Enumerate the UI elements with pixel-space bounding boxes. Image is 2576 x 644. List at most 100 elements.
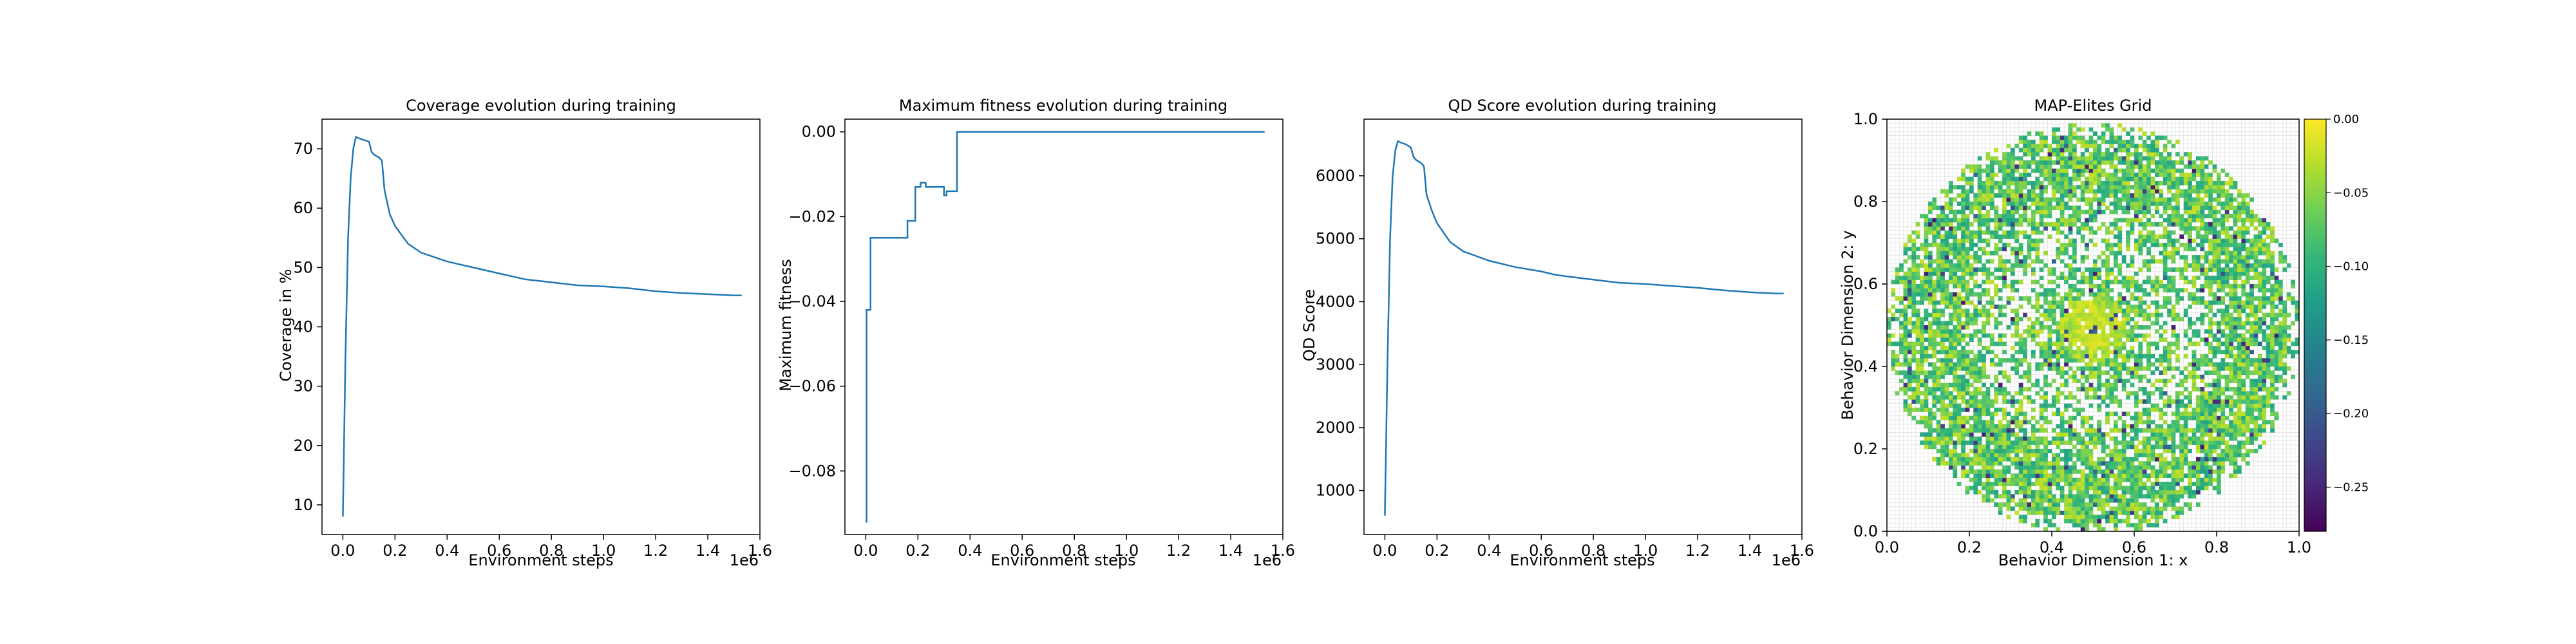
heatmap-cell: [2188, 391, 2192, 396]
heatmap-cell: [2027, 477, 2032, 482]
heatmap-cell: [2208, 193, 2213, 198]
heatmap-cell: [2150, 436, 2155, 441]
heatmap-cell: [2114, 362, 2118, 367]
heatmap-cell: [2014, 255, 2020, 260]
heatmap-cell: [2043, 511, 2048, 515]
heatmap-cell: [2142, 420, 2147, 424]
heatmap-cell: [2121, 436, 2126, 441]
heatmap-cell: [2080, 234, 2085, 239]
heatmap-cell: [1956, 238, 1962, 243]
heatmap-cell: [2023, 296, 2027, 301]
heatmap-cell: [2093, 366, 2098, 371]
heatmap-cell: [2221, 391, 2226, 396]
heatmap-cell: [2109, 350, 2114, 355]
heatmap-cell: [2159, 202, 2164, 206]
heatmap-cell: [2121, 312, 2126, 317]
heatmap-cell: [2060, 465, 2065, 470]
heatmap-cell: [2105, 305, 2110, 309]
heatmap-cell: [2171, 259, 2176, 264]
heatmap-cell: [2060, 276, 2065, 280]
y-tick-label: 1000: [1316, 482, 1355, 500]
heatmap-cell: [2097, 173, 2102, 177]
heatmap-cell: [1985, 465, 1991, 470]
heatmap-cell: [1924, 346, 1929, 350]
heatmap-cell: [2150, 428, 2155, 433]
heatmap-cell: [2117, 176, 2123, 182]
heatmap-cell: [2175, 346, 2180, 350]
heatmap-cell: [2175, 209, 2180, 214]
heatmap-cell: [1908, 412, 1912, 417]
heatmap-cell: [2101, 457, 2106, 462]
heatmap-cell: [2011, 403, 2015, 408]
heatmap-cell: [1911, 243, 1917, 247]
heatmap-cell: [1949, 436, 1953, 441]
heatmap-cell: [2179, 424, 2184, 429]
heatmap-cell: [1953, 399, 1958, 404]
heatmap-cell: [2064, 350, 2069, 355]
heatmap-cell: [2047, 354, 2052, 359]
heatmap-cell: [2039, 144, 2044, 149]
heatmap-cell: [2196, 457, 2201, 462]
heatmap-cell: [2047, 337, 2052, 342]
heatmap-cell: [2072, 506, 2077, 511]
heatmap-cell: [1899, 333, 1904, 338]
heatmap-cell: [2155, 440, 2159, 445]
heatmap-cell: [2085, 243, 2089, 247]
heatmap-cell: [2126, 370, 2130, 375]
heatmap-cell: [2060, 271, 2065, 276]
heatmap-cell: [2085, 185, 2089, 190]
heatmap-cell: [1953, 255, 1958, 260]
heatmap-cell: [2039, 214, 2044, 218]
heatmap-cell: [1915, 383, 1920, 388]
heatmap-cell: [2085, 502, 2089, 507]
heatmap-cell: [1990, 465, 1994, 470]
heatmap-cell: [2043, 449, 2048, 453]
heatmap-cell: [2076, 453, 2081, 458]
heatmap-cell: [2117, 461, 2123, 466]
heatmap-cell: [2101, 152, 2106, 156]
heatmap-cell: [2121, 127, 2126, 132]
heatmap-cell: [2043, 296, 2048, 301]
heatmap-cell: [2134, 288, 2139, 293]
heatmap-cell: [1969, 432, 1974, 437]
heatmap-cell: [2093, 374, 2098, 379]
heatmap-cell: [2031, 222, 2036, 227]
heatmap-cell: [2014, 415, 2020, 421]
heatmap-cell: [2097, 168, 2102, 173]
heatmap-cell: [2088, 428, 2094, 433]
heatmap-cell: [2217, 383, 2221, 388]
heatmap-cell: [2121, 465, 2126, 470]
heatmap-cell: [2080, 486, 2085, 491]
heatmap-cell: [2233, 276, 2238, 280]
y-tick-label: 0.00: [802, 123, 836, 141]
heatmap-cell: [2159, 156, 2164, 161]
heatmap-cell: [1982, 308, 1986, 314]
heatmap-cell: [2056, 218, 2061, 223]
heatmap-cell: [2114, 205, 2118, 211]
heatmap-cell: [1973, 358, 1978, 363]
heatmap-cell: [2188, 214, 2192, 218]
heatmap-cell: [1973, 284, 1978, 289]
heatmap-cell: [2023, 144, 2027, 149]
heatmap-cell: [2233, 181, 2238, 185]
heatmap-cell: [2142, 518, 2147, 524]
heatmap-cell: [2204, 457, 2209, 462]
heatmap-cell: [2097, 494, 2102, 499]
heatmap-cell: [2114, 176, 2118, 182]
heatmap-cell: [2052, 317, 2056, 321]
heatmap-cell: [1977, 238, 1982, 243]
heatmap-cell: [1961, 428, 1965, 433]
heatmap-cell: [2072, 308, 2077, 314]
heatmap-cell: [2101, 279, 2106, 285]
heatmap-cell: [2064, 312, 2069, 317]
heatmap-cell: [2105, 515, 2110, 520]
heatmap-cell: [1949, 354, 1953, 359]
heatmap-cell: [1928, 292, 1933, 297]
heatmap-cell: [2146, 238, 2151, 243]
heatmap-cell: [2224, 197, 2230, 202]
heatmap-cell: [2159, 193, 2164, 198]
heatmap-cell: [1973, 449, 1978, 453]
heatmap-cell: [2011, 506, 2015, 511]
heatmap-cell: [2126, 305, 2130, 309]
heatmap-cell: [1932, 403, 1937, 408]
